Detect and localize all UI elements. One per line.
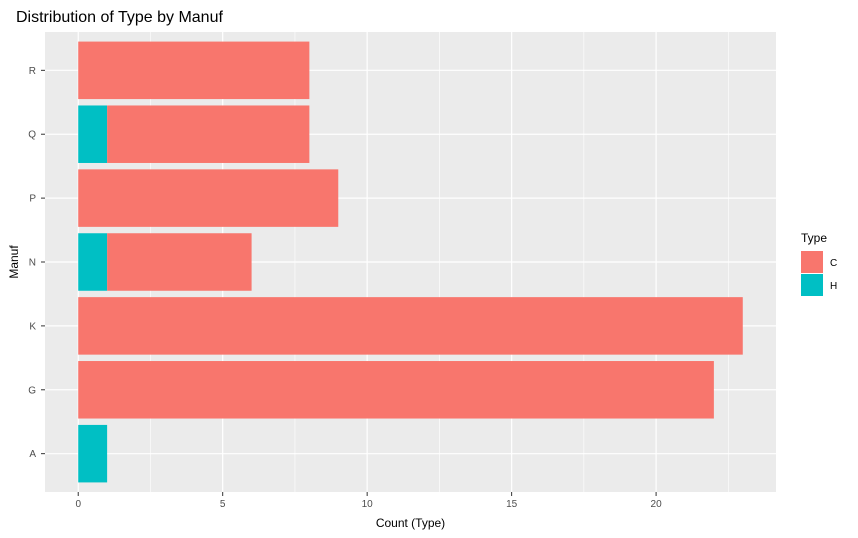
bar-Q-C — [107, 105, 310, 163]
bar-N-C — [107, 233, 252, 291]
bar-Q-H — [78, 105, 108, 163]
x-tick-label: 10 — [362, 499, 374, 510]
chart-title: Distribution of Type by Manuf — [16, 9, 223, 26]
legend-key-C — [801, 251, 823, 273]
x-tick-label: 20 — [651, 499, 663, 510]
y-tick-label: N — [29, 258, 36, 269]
x-tick-label: 5 — [220, 499, 226, 510]
legend-title: Type — [801, 231, 827, 245]
y-tick-label: A — [29, 449, 36, 460]
x-axis-title: Count (Type) — [376, 516, 445, 530]
y-tick-label: Q — [28, 130, 36, 141]
bar-R-C — [78, 41, 310, 100]
bar-G-C — [78, 361, 714, 419]
bar-N-H — [78, 233, 108, 291]
bar-P-C — [78, 169, 339, 227]
legend-label-H: H — [830, 281, 837, 292]
x-tick-label: 15 — [506, 499, 518, 510]
legend-keys: CH — [801, 251, 837, 296]
bars — [78, 41, 743, 483]
legend: Type CH — [801, 231, 837, 296]
y-tick-label: G — [28, 385, 36, 396]
legend-key-H — [801, 274, 823, 296]
legend-label-C: C — [830, 258, 837, 269]
bar-K-C — [78, 297, 743, 355]
y-axis-title: Manuf — [7, 245, 21, 279]
x-axis-ticks: 0 5 10 15 20 — [75, 492, 662, 510]
x-tick-label: 0 — [75, 499, 81, 510]
y-tick-label: K — [29, 321, 36, 332]
bar-A-H — [78, 424, 108, 483]
y-axis-ticks: A G K N P Q R — [28, 66, 45, 460]
y-tick-label: P — [29, 194, 36, 205]
y-tick-label: R — [29, 66, 36, 77]
